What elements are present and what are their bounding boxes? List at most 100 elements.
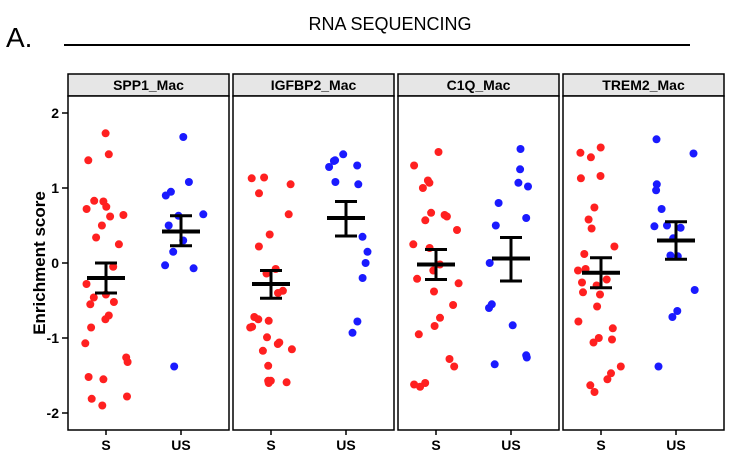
facet-strip-label: IGFBP2_Mac xyxy=(271,77,357,93)
data-point-s xyxy=(265,230,274,239)
data-point-s xyxy=(114,240,123,249)
data-point-s xyxy=(580,250,589,258)
data-point-us xyxy=(676,223,685,232)
data-point-us xyxy=(494,199,503,207)
y-tick-label: -2 xyxy=(47,405,60,421)
data-point-s xyxy=(578,278,586,287)
data-point-us xyxy=(690,286,699,294)
facet-strip-label: TREM2_Mac xyxy=(602,77,685,93)
data-point-s xyxy=(596,290,604,299)
data-point-s xyxy=(450,362,459,371)
data-point-s xyxy=(258,346,267,355)
y-tick-label: 2 xyxy=(51,105,59,121)
data-point-us xyxy=(668,313,677,321)
data-point-s xyxy=(430,322,439,330)
data-point-s xyxy=(84,156,93,165)
x-tick-label: US xyxy=(666,437,685,453)
data-point-s xyxy=(90,196,99,205)
data-point-us xyxy=(516,145,525,153)
y-axis-label: Enrichment score xyxy=(30,191,49,335)
data-point-s xyxy=(84,373,93,381)
data-point-s xyxy=(430,287,438,296)
data-point-us xyxy=(652,180,661,189)
data-point-us xyxy=(353,317,362,326)
data-point-s xyxy=(590,203,599,212)
data-point-s xyxy=(593,302,602,311)
data-point-s xyxy=(574,266,582,275)
data-point-us xyxy=(522,214,531,222)
x-tick-label: US xyxy=(336,437,355,453)
data-point-s xyxy=(286,180,295,189)
data-point-us xyxy=(524,182,532,191)
x-tick-label: S xyxy=(431,437,440,453)
data-point-s xyxy=(104,150,113,159)
data-point-s xyxy=(442,212,451,221)
data-point-us xyxy=(348,328,357,337)
data-point-us xyxy=(353,161,362,170)
data-point-s xyxy=(425,178,434,187)
data-point-us xyxy=(161,191,170,200)
facet-strip-label: SPP1_Mac xyxy=(113,77,184,93)
data-point-s xyxy=(123,392,131,401)
data-point-s xyxy=(436,313,444,322)
panel-label: A. xyxy=(6,22,33,53)
data-point-s xyxy=(579,288,587,297)
data-point-s xyxy=(97,221,106,230)
data-point-us xyxy=(184,178,193,186)
x-tick-label: US xyxy=(171,437,190,453)
data-point-s xyxy=(247,174,256,183)
data-point-s xyxy=(421,216,430,225)
data-point-s xyxy=(89,293,98,302)
data-point-s xyxy=(427,208,436,217)
data-point-s xyxy=(102,202,111,211)
data-point-s xyxy=(284,210,293,219)
data-point-s xyxy=(410,161,419,170)
data-point-s xyxy=(418,184,427,192)
data-point-us xyxy=(654,362,663,371)
data-point-s xyxy=(82,205,91,213)
data-point-s xyxy=(99,375,108,384)
facet-panel xyxy=(232,95,395,431)
data-point-us xyxy=(325,163,334,171)
data-point-s xyxy=(287,345,296,354)
data-point-s xyxy=(410,380,419,389)
data-point-s xyxy=(590,388,599,396)
data-point-s xyxy=(87,323,96,332)
data-point-us xyxy=(179,133,188,141)
data-point-s xyxy=(109,298,118,306)
data-point-us xyxy=(354,180,363,189)
data-point-s xyxy=(602,275,611,284)
data-point-s xyxy=(123,358,132,366)
data-point-us xyxy=(358,232,367,241)
data-point-s xyxy=(92,233,101,242)
data-point-us xyxy=(161,261,170,270)
data-point-s xyxy=(87,394,96,403)
data-point-s xyxy=(434,148,443,156)
data-point-s xyxy=(607,369,615,378)
data-point-us xyxy=(329,157,338,165)
data-point-us xyxy=(516,165,525,174)
data-point-s xyxy=(596,172,605,180)
data-point-s xyxy=(263,333,271,342)
data-point-us xyxy=(657,205,666,213)
data-point-s xyxy=(254,242,263,251)
data-point-s xyxy=(576,174,585,183)
data-point-us xyxy=(189,264,198,273)
facet-panel xyxy=(67,95,230,431)
data-point-s xyxy=(81,339,90,348)
data-point-us xyxy=(485,259,494,267)
data-point-us xyxy=(361,259,370,267)
data-point-us xyxy=(485,304,493,312)
data-point-s xyxy=(603,375,612,384)
data-point-s xyxy=(586,381,595,390)
x-tick-label: S xyxy=(266,437,275,453)
data-point-s xyxy=(608,335,616,344)
data-point-s xyxy=(260,173,269,182)
data-point-us xyxy=(673,307,682,315)
data-point-us xyxy=(663,221,671,230)
data-point-us xyxy=(331,178,340,186)
data-point-s xyxy=(596,143,605,152)
data-point-s xyxy=(610,242,619,251)
figure-title: RNA SEQUENCING xyxy=(308,14,472,34)
